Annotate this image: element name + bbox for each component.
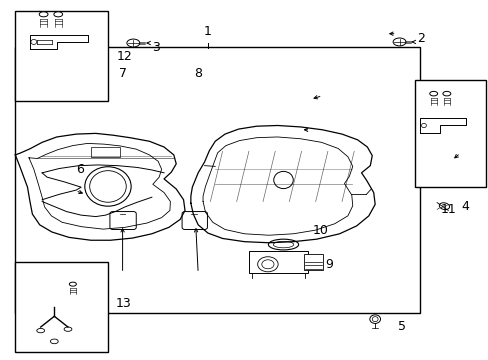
Text: 9: 9 [325,258,332,271]
Ellipse shape [54,12,62,17]
Text: 6: 6 [76,163,84,176]
Ellipse shape [261,260,273,269]
Ellipse shape [31,40,37,44]
Ellipse shape [369,315,380,323]
Bar [15,262,108,352]
Ellipse shape [442,91,450,96]
Ellipse shape [84,167,131,206]
Text: 12: 12 [117,50,132,63]
Ellipse shape [126,39,140,47]
Ellipse shape [421,123,426,128]
Text: 8: 8 [194,67,202,80]
Text: 11: 11 [440,203,455,216]
Bar [15,12,108,101]
Ellipse shape [371,317,377,321]
Text: 5: 5 [397,320,405,333]
Ellipse shape [273,171,293,189]
FancyBboxPatch shape [110,212,136,229]
Text: 4: 4 [461,201,468,213]
Text: 3: 3 [152,41,160,54]
Ellipse shape [69,282,76,286]
Ellipse shape [257,257,278,272]
Ellipse shape [429,91,437,96]
Bar [15,47,419,313]
Ellipse shape [268,239,298,250]
Text: 10: 10 [312,224,328,237]
Bar [414,80,485,187]
FancyBboxPatch shape [182,212,207,229]
Ellipse shape [39,12,48,17]
Text: 2: 2 [417,32,425,45]
Ellipse shape [273,241,293,248]
Bar [304,254,323,270]
Text: 7: 7 [119,67,126,80]
Ellipse shape [89,171,126,202]
Text: 13: 13 [115,297,131,310]
Bar [91,147,120,157]
Bar [249,251,307,273]
Ellipse shape [64,327,72,331]
Ellipse shape [37,328,44,333]
Ellipse shape [392,38,405,46]
Text: 1: 1 [203,25,211,39]
Ellipse shape [50,339,58,344]
Ellipse shape [438,203,448,210]
